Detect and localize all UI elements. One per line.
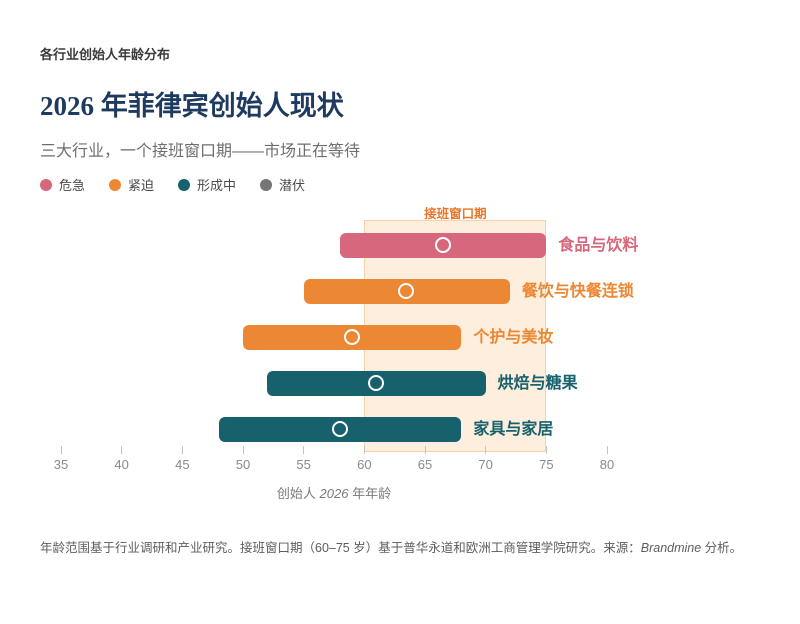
x-axis-tick bbox=[424, 446, 426, 454]
legend-item: 紧迫 bbox=[109, 175, 154, 194]
legend: 危急 紧迫 形成中 潜伏 bbox=[40, 175, 305, 194]
legend-label: 形成中 bbox=[197, 178, 237, 193]
source-brand-name: Brandmine bbox=[640, 541, 702, 555]
x-axis-tick-label: 55 bbox=[296, 457, 311, 472]
chart: 创始人 2026 年年龄 接班窗口期食品与饮料餐饮与快餐连锁个护与美妆烘焙与糖果… bbox=[0, 200, 800, 510]
legend-label: 潜伏 bbox=[279, 178, 306, 193]
x-axis-tick bbox=[545, 446, 547, 454]
x-axis-tick-label: 35 bbox=[53, 457, 69, 472]
x-axis-title-year: 2026 bbox=[319, 486, 349, 501]
source-note: 年龄范围基于行业调研和产业研究。接班窗口期（60–75 岁）基于普华永道和欧洲工… bbox=[40, 538, 770, 559]
x-axis-tick-label: 40 bbox=[114, 457, 129, 472]
industry-label: 烘焙与糖果 bbox=[497, 375, 578, 392]
legend-label: 紧迫 bbox=[128, 178, 155, 193]
legend-item: 危急 bbox=[40, 175, 85, 194]
chart-subtitle: 三大行业，一个接班窗口期——市场正在等待 bbox=[40, 143, 361, 160]
legend-item: 潜伏 bbox=[260, 175, 305, 194]
x-axis-title: 创始人 2026 年年龄 bbox=[61, 483, 607, 502]
source-note-text: 年龄范围基于行业调研和产业研究。接班窗口期（60–75 岁）基于普华永道和欧洲工… bbox=[40, 541, 641, 555]
median-age-marker bbox=[434, 237, 451, 253]
succession-window-label: 接班窗口期 bbox=[424, 207, 487, 221]
x-axis-tick-label: 70 bbox=[478, 457, 493, 472]
industry-label: 家具与家居 bbox=[473, 421, 554, 438]
industry-label: 餐饮与快餐连锁 bbox=[521, 283, 634, 300]
x-axis-title-prefix: 创始人 bbox=[276, 486, 320, 501]
x-axis-tick bbox=[303, 446, 305, 454]
legend-dot-icon bbox=[178, 178, 191, 191]
legend-item: 形成中 bbox=[178, 175, 236, 194]
x-axis-tick-label: 60 bbox=[357, 457, 372, 472]
chart-eyebrow: 各行业创始人年龄分布 bbox=[40, 47, 171, 62]
legend-dot-icon bbox=[109, 178, 122, 191]
median-age-marker bbox=[331, 421, 348, 437]
x-axis-tick-label: 80 bbox=[599, 457, 615, 472]
x-axis-tick bbox=[242, 446, 244, 454]
x-axis-tick bbox=[60, 446, 62, 454]
x-axis-tick-label: 45 bbox=[175, 457, 190, 472]
legend-label: 危急 bbox=[59, 178, 86, 193]
x-axis-tick-label: 65 bbox=[417, 457, 433, 472]
legend-dot-icon bbox=[40, 178, 52, 191]
page-title: 2026 年菲律宾创始人现状 bbox=[40, 91, 344, 121]
x-axis-tick bbox=[485, 446, 487, 454]
x-axis-tick-label: 50 bbox=[235, 457, 251, 472]
industry-label: 食品与饮料 bbox=[558, 237, 639, 254]
x-axis-tick bbox=[363, 446, 365, 454]
x-axis-tick bbox=[121, 446, 123, 454]
source-note-suffix: 分析。 bbox=[701, 541, 743, 555]
x-axis-tick-label: 75 bbox=[539, 457, 554, 472]
median-age-marker bbox=[343, 329, 360, 345]
x-axis-tick bbox=[606, 446, 608, 454]
legend-dot-icon bbox=[260, 178, 273, 191]
x-axis-tick bbox=[181, 446, 183, 454]
x-axis-title-suffix: 年年龄 bbox=[348, 486, 392, 501]
industry-label: 个护与美妆 bbox=[473, 329, 554, 346]
median-age-marker bbox=[367, 375, 384, 391]
median-age-marker bbox=[398, 283, 415, 299]
